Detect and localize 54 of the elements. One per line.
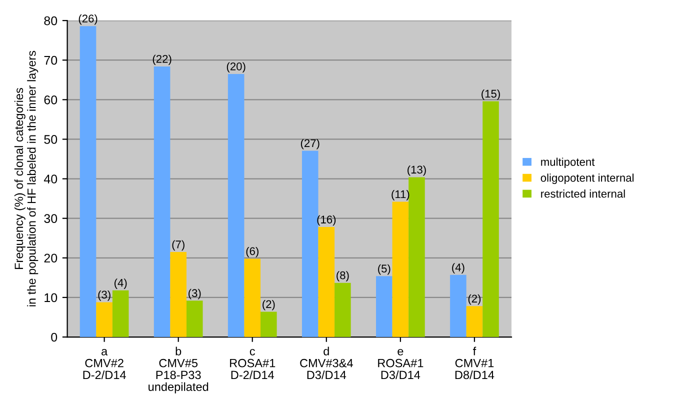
y-tick-label: 50 xyxy=(44,135,58,144)
annotation: (22) xyxy=(152,54,172,66)
annotation: (4) xyxy=(452,263,464,274)
y-tick-label: 30 xyxy=(44,214,58,223)
bar xyxy=(466,306,483,338)
x-tick-label: b CMV#5 P18-P33 undepilated xyxy=(148,346,208,394)
bar xyxy=(334,282,351,338)
bar xyxy=(392,202,409,338)
annotation: (15) xyxy=(482,90,500,100)
bar xyxy=(450,274,466,338)
annotation: (2) xyxy=(262,300,275,310)
bar xyxy=(376,276,392,338)
bar xyxy=(80,26,96,338)
y-axis-title: Frequency (%) of clonal categories in the population of HF labeled in the inner layers xyxy=(14,50,38,306)
annotation: (2) xyxy=(468,294,481,305)
bar xyxy=(260,312,277,338)
bar xyxy=(318,227,335,338)
x-tick-label: a CMV#2 D-2/D14 xyxy=(83,348,126,380)
y-tick-label: 40 xyxy=(44,174,58,184)
y-tick-label: 70 xyxy=(44,56,58,65)
legend-label: oligopotent internal xyxy=(540,174,634,184)
y-tick-label: 80 xyxy=(44,16,58,26)
bar xyxy=(112,290,129,338)
x-tick-label: c ROSA#1 D-2/D14 xyxy=(230,348,276,380)
annotation: (13) xyxy=(408,165,426,176)
annotation: (8) xyxy=(336,271,349,282)
y-tick-label: 60 xyxy=(44,95,58,104)
annotation: (20) xyxy=(226,62,246,73)
annotation: (7) xyxy=(172,240,184,251)
bar xyxy=(96,302,112,338)
x-tick-label: f CMV#1 D8/D14 xyxy=(455,346,494,380)
bar xyxy=(408,177,425,338)
annotation: (6) xyxy=(246,246,258,258)
bar xyxy=(154,66,170,338)
bar xyxy=(482,101,499,338)
bar xyxy=(244,258,261,338)
annotation: (5) xyxy=(378,264,390,275)
annotation: (3) xyxy=(188,288,201,300)
y-tick-label: 20 xyxy=(44,254,58,263)
x-tick-label: d CMV#3&4 D3/D14 xyxy=(300,346,353,380)
annotation: (3) xyxy=(98,290,110,301)
y-tick-label: 0 xyxy=(51,332,58,342)
bar xyxy=(302,150,318,338)
annotation: (27) xyxy=(300,138,320,150)
legend-label: multipotent xyxy=(541,158,595,168)
bar xyxy=(228,74,244,338)
legend-label: restricted internal xyxy=(541,190,625,198)
annotation: (4) xyxy=(114,278,127,289)
annotation: (26) xyxy=(78,14,98,25)
bar xyxy=(170,252,186,338)
bar xyxy=(186,300,203,338)
x-tick-label: e ROSA#1 D3/D14 xyxy=(378,348,424,380)
annotation: (16) xyxy=(317,215,336,226)
y-tick-label: 10 xyxy=(44,293,58,302)
